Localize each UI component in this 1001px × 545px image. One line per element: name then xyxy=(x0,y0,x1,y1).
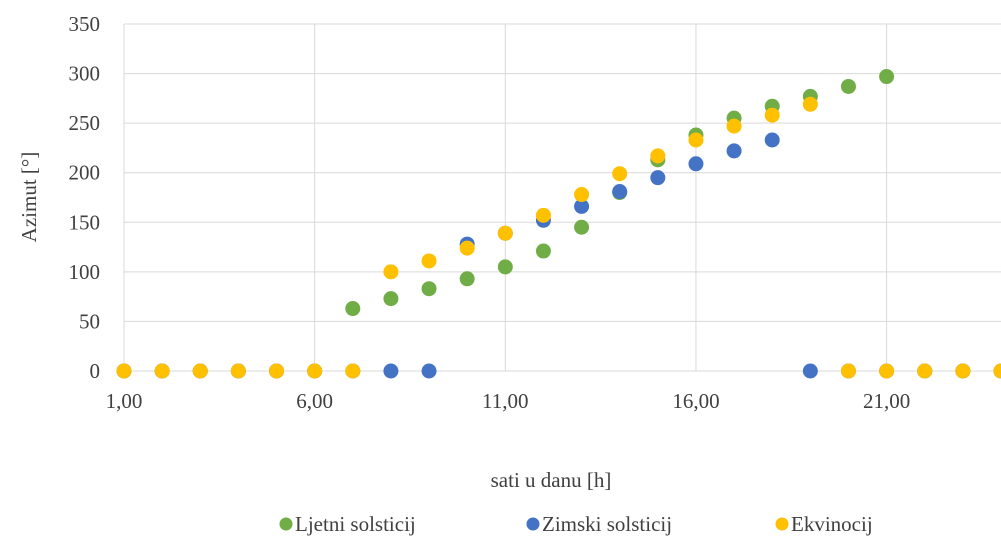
x-tick-label: 11,00 xyxy=(482,389,528,413)
y-tick-label: 250 xyxy=(69,111,101,135)
data-point-series-1 xyxy=(574,219,590,235)
data-point-series-3 xyxy=(230,363,246,379)
data-point-series-2 xyxy=(421,363,437,379)
data-point-series-1 xyxy=(535,243,551,259)
data-point-series-1 xyxy=(840,78,856,94)
legend: Ljetni solsticij Zimski solsticij Ekvinoci… xyxy=(279,512,873,536)
x-axis-title: sati u danu [h] xyxy=(491,468,612,492)
data-point-series-3 xyxy=(879,363,895,379)
data-point-series-3 xyxy=(802,96,818,112)
gridlines xyxy=(123,23,1001,372)
legend-label: Zimski solsticij xyxy=(542,512,672,536)
y-axis-ticks: 0 50 100 150 200 250 300 350 xyxy=(69,12,101,383)
data-point-series-2 xyxy=(612,184,628,200)
legend-label: Ekvinocij xyxy=(791,512,873,536)
data-point-series-3 xyxy=(421,253,437,269)
data-point-series-2 xyxy=(383,363,399,379)
data-points xyxy=(116,69,1001,379)
y-tick-label: 0 xyxy=(90,359,101,383)
y-tick-label: 300 xyxy=(69,62,101,86)
data-point-series-3 xyxy=(345,363,361,379)
x-tick-label: 1,00 xyxy=(106,389,143,413)
data-point-series-2 xyxy=(764,132,780,148)
legend-marker xyxy=(526,517,540,531)
data-point-series-3 xyxy=(650,148,666,164)
y-tick-label: 50 xyxy=(79,309,100,333)
data-point-series-1 xyxy=(459,271,475,287)
data-point-series-3 xyxy=(497,225,513,241)
data-point-series-1 xyxy=(497,259,513,275)
data-point-series-3 xyxy=(383,264,399,280)
legend-marker xyxy=(279,517,293,531)
data-point-series-3 xyxy=(307,363,323,379)
data-point-series-3 xyxy=(154,363,170,379)
data-point-series-1 xyxy=(879,69,895,85)
data-point-series-3 xyxy=(840,363,856,379)
data-point-series-1 xyxy=(345,301,361,317)
x-axis-ticks: 1,00 6,00 11,00 16,00 21,00 xyxy=(106,389,911,413)
data-point-series-3 xyxy=(269,363,285,379)
data-point-series-1 xyxy=(383,291,399,307)
y-axis-title: Azimut [°] xyxy=(17,152,41,243)
data-point-series-3 xyxy=(993,363,1001,379)
y-tick-label: 350 xyxy=(69,12,101,36)
data-point-series-3 xyxy=(917,363,933,379)
y-tick-label: 150 xyxy=(69,210,101,234)
x-tick-label: 16,00 xyxy=(672,389,719,413)
data-point-series-3 xyxy=(192,363,208,379)
data-point-series-3 xyxy=(955,363,971,379)
data-point-series-1 xyxy=(421,281,437,297)
data-point-series-3 xyxy=(726,118,742,134)
legend-label: Ljetni solsticij xyxy=(295,512,416,536)
data-point-series-3 xyxy=(764,107,780,123)
data-point-series-3 xyxy=(535,207,551,223)
x-tick-label: 6,00 xyxy=(296,389,333,413)
data-point-series-2 xyxy=(574,198,590,214)
x-tick-label: 21,00 xyxy=(863,389,910,413)
data-point-series-3 xyxy=(688,132,704,148)
data-point-series-2 xyxy=(726,143,742,159)
y-tick-label: 100 xyxy=(69,260,101,284)
legend-marker xyxy=(775,517,789,531)
y-tick-label: 200 xyxy=(69,161,101,185)
data-point-series-3 xyxy=(459,240,475,256)
data-point-series-2 xyxy=(688,156,704,172)
data-point-series-3 xyxy=(574,187,590,203)
data-point-series-2 xyxy=(650,170,666,186)
data-point-series-3 xyxy=(612,166,628,182)
data-point-series-2 xyxy=(802,363,818,379)
data-point-series-3 xyxy=(116,363,132,379)
